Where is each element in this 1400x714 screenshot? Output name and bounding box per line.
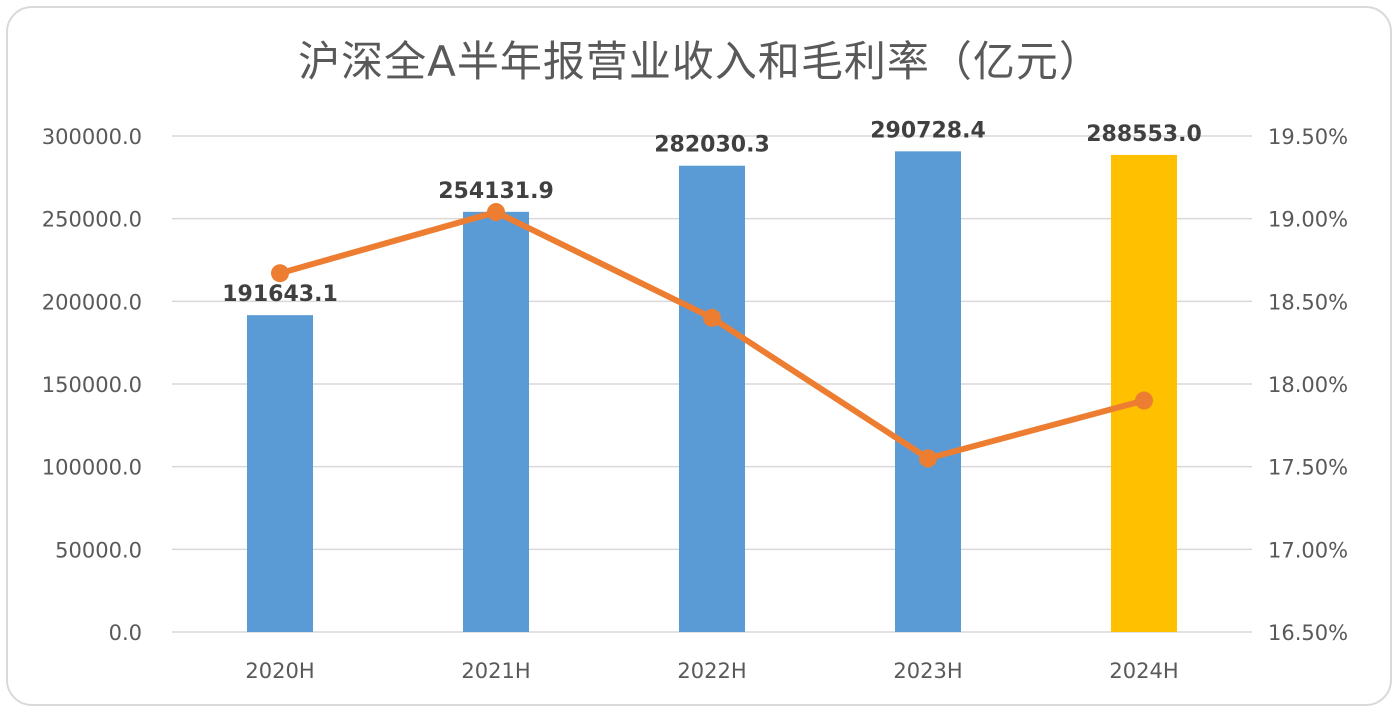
x-axis-tick-label: 2021H	[461, 659, 530, 683]
bar-value-label: 254131.9	[438, 179, 554, 204]
left-axis-tick-label: 300000.0	[42, 125, 142, 149]
chart-title: 沪深全A半年报营业收入和毛利率（亿元）	[298, 37, 1102, 86]
left-axis-tick-label: 250000.0	[42, 208, 142, 232]
margin-point	[919, 449, 937, 468]
bars	[247, 151, 1177, 632]
x-axis-ticks: 2020H 2021H 2022H 2023H 2024H	[245, 659, 1178, 683]
left-axis-tick-label: 200000.0	[42, 290, 142, 314]
bar-value-label: 282030.3	[654, 133, 770, 158]
left-axis-tick-label: 0.0	[109, 621, 142, 645]
left-axis-tick-label: 100000.0	[42, 456, 142, 480]
bar-value-label: 288553.0	[1086, 122, 1202, 147]
right-axis-tick-label: 19.50%	[1268, 125, 1348, 149]
right-axis-tick-label: 19.00%	[1268, 208, 1348, 232]
data-labels: 191643.1 254131.9 282030.3 290728.4 288553.0	[222, 118, 1202, 307]
margin-line	[271, 203, 1153, 468]
bar-2021H	[463, 211, 529, 632]
x-axis-tick-label: 2022H	[677, 659, 746, 683]
bar-2020H	[247, 315, 313, 632]
margin-point	[1135, 391, 1153, 410]
margin-point	[487, 203, 505, 222]
x-axis-tick-label: 2024H	[1109, 659, 1178, 683]
left-axis-ticks: 0.0 50000.0 100000.0 150000.0 200000.0 250000…	[42, 125, 142, 645]
bar-2023H	[895, 151, 961, 632]
right-axis-tick-label: 16.50%	[1268, 621, 1348, 645]
right-axis-tick-label: 18.50%	[1268, 290, 1348, 314]
right-axis-ticks: 16.50% 17.00% 17.50% 18.00% 18.50% 19.00% 19.5…	[1268, 125, 1348, 645]
right-axis-tick-label: 17.50%	[1268, 456, 1348, 480]
bar-2022H	[679, 165, 745, 632]
left-axis-tick-label: 50000.0	[55, 538, 142, 562]
x-axis-tick-label: 2020H	[245, 659, 314, 683]
x-axis-tick-label: 2023H	[893, 659, 962, 683]
right-axis-tick-label: 18.00%	[1268, 373, 1348, 397]
bar-value-label: 191643.1	[222, 282, 338, 307]
margin-point	[703, 308, 721, 327]
right-axis-tick-label: 17.00%	[1268, 538, 1348, 562]
bar-value-label: 290728.4	[870, 118, 986, 143]
margin-point	[271, 264, 289, 283]
left-axis-tick-label: 150000.0	[42, 373, 142, 397]
